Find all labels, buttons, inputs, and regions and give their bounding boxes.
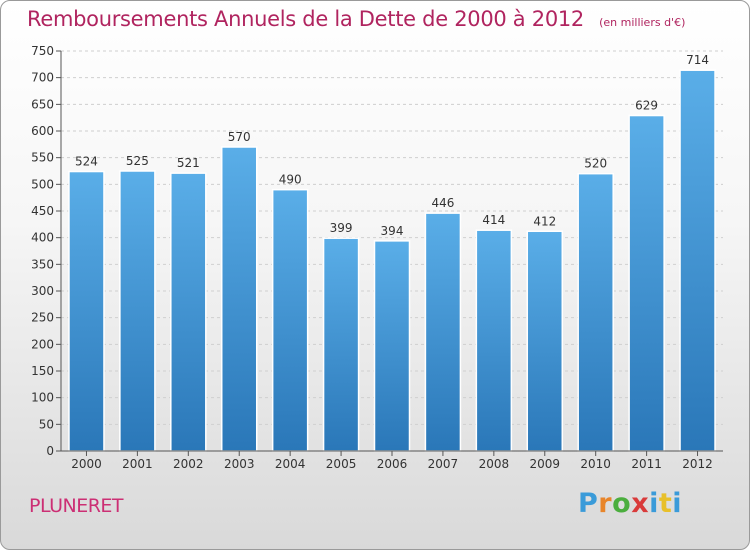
y-tick-label: 750 [31,44,54,58]
bar [475,229,513,452]
bar-value-label: 520 [584,157,607,171]
bar [220,146,258,452]
bar-value-label: 570 [228,130,251,144]
chart-title-wrap: Remboursements Annuels de la Dette de 20… [27,7,685,31]
bar [322,237,360,452]
bar [119,170,156,452]
bar-value-label: 629 [635,99,658,113]
bar-value-label: 414 [482,213,505,227]
bar [526,230,564,452]
chart-subtitle: (en milliers d'€) [599,16,686,29]
bar-value-label: 446 [431,196,454,210]
x-tick-label: 2002 [173,457,204,471]
proxiti-logo: Proxiti [578,488,682,519]
bar [68,170,105,452]
logo-letter: o [612,488,632,519]
y-tick-label: 650 [31,97,54,111]
bar [424,212,462,452]
y-tick-label: 600 [31,124,54,138]
y-tick-label: 200 [31,337,54,351]
logo-letter: r [598,488,613,519]
y-tick-label: 700 [31,71,54,85]
y-tick-label: 450 [31,204,54,218]
x-tick-label: 2012 [682,457,713,471]
bar-value-label: 521 [177,156,200,170]
y-tick-label: 150 [31,364,54,378]
x-tick-label: 2005 [326,457,357,471]
y-tick-label: 500 [31,177,54,191]
place-name: PLUNERET [29,495,124,517]
y-tick-label: 400 [31,231,54,245]
bar-value-label: 412 [533,214,556,228]
axes [56,50,723,456]
bar [373,240,411,452]
bar-value-label: 525 [126,154,149,168]
y-tick-label: 350 [31,257,54,271]
y-tick-label: 100 [31,391,54,405]
y-tick-label: 250 [31,311,54,325]
bar [271,188,309,452]
logo-letter: i [672,488,683,519]
x-tick-label: 2006 [377,457,408,471]
x-tick-label: 2003 [224,457,255,471]
y-tick-label: 550 [31,151,54,165]
x-tick-label: 2000 [71,457,102,471]
chart-title: Remboursements Annuels de la Dette de 20… [27,7,584,31]
bar [628,114,665,452]
y-tick-label: 0 [46,444,54,458]
y-tick-label: 50 [39,417,54,431]
labels: 0 50 100 150 200 250 300 350 400 450 500 550 600 650 7… [31,44,713,471]
x-tick-label: 2009 [529,457,560,471]
bar-value-label: 490 [279,173,302,187]
logo-letter: x [631,488,650,519]
bars [68,69,716,452]
bar-value-label: 399 [330,221,353,235]
bar [577,172,614,452]
bar [170,172,207,452]
y-tick-label: 300 [31,284,54,298]
x-tick-label: 2001 [122,457,153,471]
bar-value-label: 714 [686,53,709,67]
x-tick-label: 2004 [275,457,306,471]
bar-value-label: 394 [381,224,404,238]
logo-letter: i [649,488,659,519]
x-tick-label: 2007 [428,457,459,471]
x-tick-label: 2008 [479,457,510,471]
logo-letter: P [578,488,599,519]
bar [679,69,716,452]
x-tick-label: 2010 [580,457,611,471]
logo-letter: t [658,488,673,519]
bar-value-label: 524 [75,155,98,169]
x-tick-label: 2011 [631,457,662,471]
